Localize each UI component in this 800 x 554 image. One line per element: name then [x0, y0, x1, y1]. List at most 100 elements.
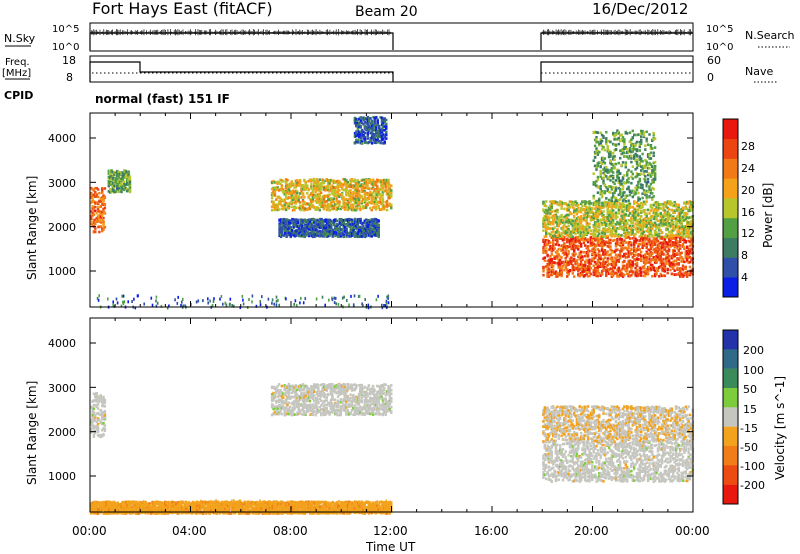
power-echo-cell [114, 173, 118, 176]
power-echo-cell [279, 231, 283, 234]
power-echo-cell [292, 218, 295, 221]
power-echo-cell [619, 254, 622, 258]
power-echo-cell [335, 185, 338, 189]
power-echo-cell [371, 178, 375, 182]
power-echo-cell [116, 171, 119, 174]
power-echo-cell [291, 232, 294, 236]
power-echo-cell [341, 197, 344, 200]
power-echo-cell [387, 197, 390, 200]
power-echo-cell [289, 232, 292, 236]
power-echo-cell [366, 198, 369, 201]
power-echo-cell [318, 223, 322, 227]
power-echo-cell [307, 227, 311, 231]
power-echo-cell [369, 190, 372, 194]
power-echo-cell [291, 189, 295, 192]
power-echo-cell [331, 192, 334, 195]
power-echo-cell [120, 186, 123, 189]
power-echo-cell [102, 222, 105, 226]
power-echo-cell [567, 213, 570, 217]
power-echo-cell [374, 183, 378, 187]
power-echo-cell [311, 196, 314, 199]
power-echo-cell [270, 187, 274, 191]
power-echo-cell [346, 205, 349, 209]
power-echo-cell [380, 187, 383, 191]
power-echo-cell [364, 198, 368, 202]
power-echo-cell [385, 192, 389, 195]
power-echo-cell [321, 185, 324, 189]
power-echo-cell [313, 195, 316, 199]
power-echo-cell [546, 253, 549, 257]
nsky-label: N.Sky [4, 32, 36, 45]
power-echo-cell [385, 199, 389, 203]
power-echo-cell [598, 249, 601, 253]
power-echo-cell [624, 219, 627, 223]
power-echo-cell [300, 222, 304, 225]
power-echo-cell [369, 206, 372, 210]
power-echo-cell [102, 199, 105, 203]
power-echo-cell [545, 235, 548, 238]
power-echo-cell [284, 184, 288, 188]
power-echo-cell [310, 203, 313, 207]
power-echo-cell [293, 206, 296, 210]
power-echo-cell [330, 223, 333, 227]
power-echo-cell [638, 243, 641, 246]
power-echo-cell [121, 175, 125, 179]
power-echo-cell [321, 220, 325, 223]
power-echo-cell [341, 221, 344, 225]
power-echo-cell [287, 202, 291, 206]
power-echo-cell [316, 229, 319, 233]
power-echo-cell [324, 187, 327, 190]
power-echo-cell [120, 190, 123, 194]
power-echo-cell [616, 248, 619, 251]
power-echo-cell [304, 183, 307, 186]
power-echo-cell [353, 189, 356, 192]
power-echo-cell [335, 226, 339, 229]
power-echo-cell [279, 199, 282, 203]
power-echo-cell [377, 193, 380, 197]
power-echo-cell [349, 178, 352, 182]
power-echo-cell [581, 204, 584, 208]
power-echo-cell [116, 173, 119, 176]
power-echo-cell [103, 206, 107, 210]
power-echo-cell [279, 222, 283, 226]
power-echo-cell [390, 184, 393, 188]
power-echo-cell [385, 208, 389, 212]
power-echo-cell [561, 228, 565, 232]
power-echo-cell [355, 186, 358, 189]
power-echo-cell [301, 192, 305, 195]
power-echo-cell [607, 203, 611, 206]
power-echo-cell [377, 235, 380, 238]
power-echo-cell [94, 190, 97, 194]
power-echo-cell [549, 241, 552, 244]
power-echo-cell [348, 194, 351, 197]
power-echo-cell [573, 275, 576, 278]
power-echo-cell [344, 229, 347, 233]
power-echo-cell [350, 193, 354, 196]
power-echo-cell [270, 208, 274, 212]
power-echo-cell [353, 208, 356, 212]
power-echo-cell [557, 224, 560, 228]
freq-tick-bottom: 8 [66, 71, 73, 84]
power-echo-cell [349, 205, 352, 208]
power-echo-cell [300, 224, 304, 228]
power-echo-cell [280, 188, 284, 192]
power-echo-cell [581, 255, 584, 258]
power-echo-cell [291, 229, 294, 232]
power-echo-cell [363, 182, 366, 185]
power-echo-cell [313, 179, 316, 183]
power-echo-cell [589, 229, 593, 232]
power-echo-cell [317, 188, 320, 191]
power-echo-cell [288, 233, 291, 236]
power-echo-cell [91, 188, 94, 191]
power-echo-cell [374, 205, 378, 209]
power-echo-cell [324, 179, 327, 183]
power-echo-cell [317, 181, 320, 184]
power-echo-cell [366, 185, 369, 189]
power-echo-cell [285, 235, 288, 238]
power-echo-cell [350, 185, 354, 188]
power-echo-cell [94, 195, 97, 198]
power-echo-cell [374, 198, 378, 201]
power-echo-cell [387, 188, 390, 191]
power-echo-cell [346, 183, 349, 186]
power-echo-cell [287, 192, 291, 196]
